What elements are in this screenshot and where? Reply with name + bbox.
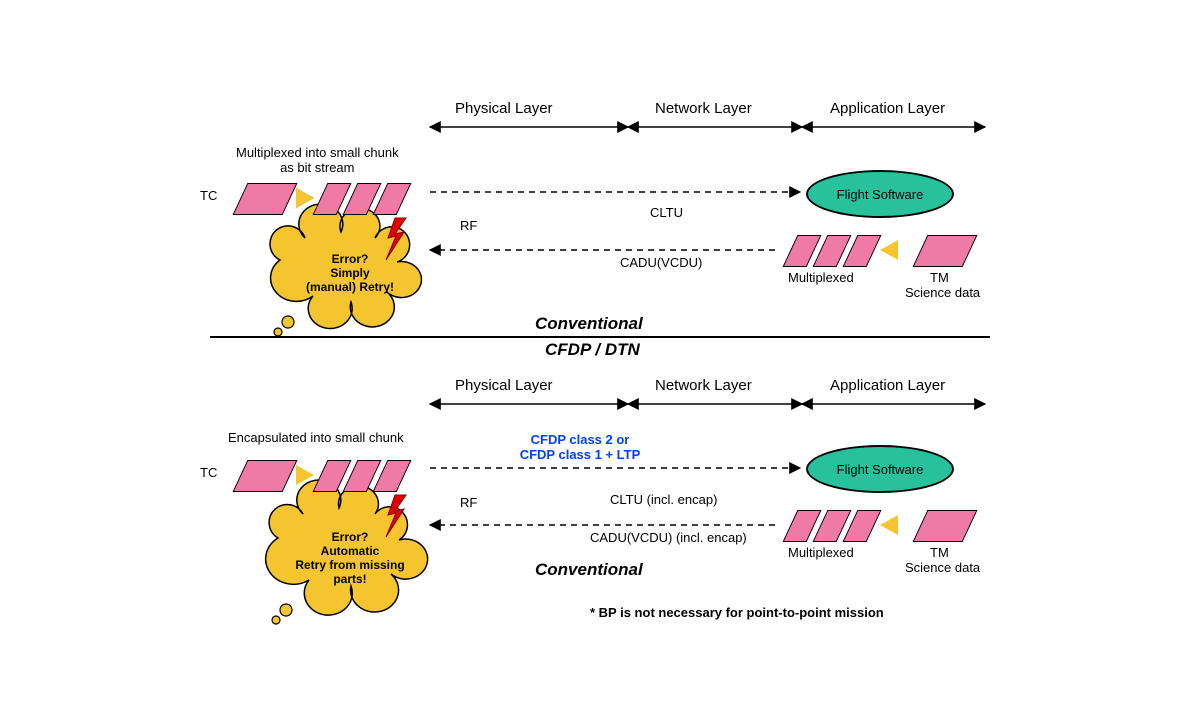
yellow-arrow-right-bottom — [296, 465, 314, 485]
top-physical-layer-label: Physical Layer — [455, 100, 553, 117]
conventional-label-bottom: Conventional — [535, 560, 643, 580]
top-application-layer-label: Application Layer — [830, 100, 945, 117]
yellow-arrow-left-top — [880, 240, 898, 260]
multiplexed-label-top: Multiplexed — [788, 270, 854, 285]
bottom-application-layer-label: Application Layer — [830, 377, 945, 394]
conventional-label-mid: Conventional — [535, 314, 643, 334]
tm-label-bottom: TM — [930, 545, 949, 560]
yellow-arrow-left-bottom — [880, 515, 898, 535]
cadu-label-bottom: CADU(VCDU) (incl. encap) — [590, 530, 747, 545]
yellow-arrow-right-top — [296, 188, 314, 208]
flight-software-bottom: Flight Software — [806, 445, 954, 493]
tc-label-bottom: TC — [200, 465, 217, 480]
cfdp-dtn-label: CFDP / DTN — [545, 340, 640, 360]
cloud-text-top: Error? Simply (manual) Retry! — [300, 252, 400, 294]
cltu-label-bottom: CLTU (incl. encap) — [610, 492, 717, 507]
tm-block-top — [913, 235, 978, 267]
top-network-layer-label: Network Layer — [655, 100, 752, 117]
science-label-bottom: Science data — [905, 560, 980, 575]
rf-label-top: RF — [460, 218, 477, 233]
science-label-top: Science data — [905, 285, 980, 300]
footnote: * BP is not necessary for point-to-point… — [590, 605, 884, 620]
cfdp-class-label: CFDP class 2 or CFDP class 1 + LTP — [500, 432, 660, 462]
cadu-label-top: CADU(VCDU) — [620, 255, 702, 270]
multiplexed-label-bottom: Multiplexed — [788, 545, 854, 560]
mux-label: Multiplexed into small chunk as bit stre… — [236, 145, 399, 175]
tm-block-bottom — [913, 510, 978, 542]
flight-software-top: Flight Software — [806, 170, 954, 218]
cltu-label-top: CLTU — [650, 205, 683, 220]
tm-label-top: TM — [930, 270, 949, 285]
tc-label-top: TC — [200, 188, 217, 203]
tc-block-top — [233, 183, 298, 215]
encap-label: Encapsulated into small chunk — [228, 430, 404, 445]
tc-block-bottom — [233, 460, 298, 492]
rf-label-bottom: RF — [460, 495, 477, 510]
bottom-network-layer-label: Network Layer — [655, 377, 752, 394]
bottom-physical-layer-label: Physical Layer — [455, 377, 553, 394]
cloud-text-bottom: Error? Automatic Retry from missing part… — [290, 530, 410, 586]
